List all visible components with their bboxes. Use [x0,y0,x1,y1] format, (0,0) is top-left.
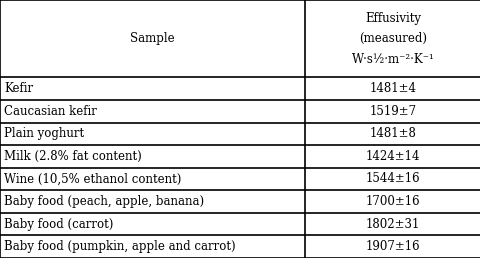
Text: 1802±31: 1802±31 [365,218,420,231]
Text: 1700±16: 1700±16 [365,195,420,208]
Text: Milk (2.8% fat content): Milk (2.8% fat content) [4,150,141,163]
Text: Kefir: Kefir [4,82,33,95]
Text: 1519±7: 1519±7 [369,105,416,118]
Text: W·s½·m⁻²·K⁻¹: W·s½·m⁻²·K⁻¹ [351,53,434,66]
Text: Wine (10,5% ethanol content): Wine (10,5% ethanol content) [4,173,181,186]
Text: Baby food (peach, apple, banana): Baby food (peach, apple, banana) [4,195,204,208]
Text: 1907±16: 1907±16 [365,240,420,253]
Text: 1424±14: 1424±14 [365,150,420,163]
Text: Plain yoghurt: Plain yoghurt [4,127,84,140]
Text: (measured): (measured) [359,32,426,45]
Text: Effusivity: Effusivity [364,12,420,25]
Text: Baby food (carrot): Baby food (carrot) [4,218,113,231]
Text: Caucasian kefir: Caucasian kefir [4,105,96,118]
Text: 1544±16: 1544±16 [365,173,420,186]
Text: 1481±8: 1481±8 [369,127,416,140]
Text: 1481±4: 1481±4 [369,82,416,95]
Text: Sample: Sample [130,32,175,45]
Text: Baby food (pumpkin, apple and carrot): Baby food (pumpkin, apple and carrot) [4,240,235,253]
